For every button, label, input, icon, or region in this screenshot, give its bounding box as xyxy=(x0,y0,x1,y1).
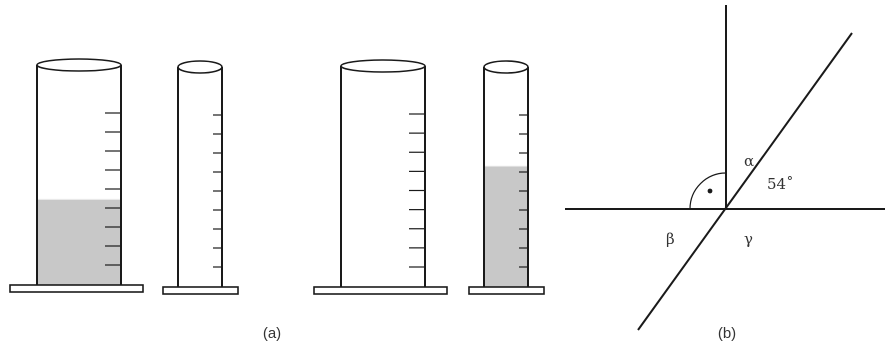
wide-cylinder-1-base xyxy=(9,284,144,293)
angle-54-label: 54˚ xyxy=(767,175,794,193)
wide-cylinder-1-liquid xyxy=(37,199,121,285)
caption-b: (b) xyxy=(718,325,736,342)
graduated-cylinders xyxy=(9,58,545,295)
wide-cylinder-2-base xyxy=(313,286,448,295)
right-angle-arc xyxy=(689,172,727,210)
wide-cylinder-1 xyxy=(9,58,144,293)
narrow-cylinder-1-rim xyxy=(177,60,223,74)
diagonal-line xyxy=(637,32,853,331)
angle-gamma-label: γ xyxy=(744,230,753,248)
angle-beta-label: β xyxy=(666,230,675,248)
narrow-cylinder-2-rim xyxy=(483,60,529,74)
narrow-cylinder-1-base xyxy=(162,286,239,295)
right-angle-dot xyxy=(707,188,713,194)
narrow-cylinder-2 xyxy=(468,60,545,295)
wide-cylinder-2 xyxy=(313,59,448,295)
narrow-cylinder-2-liquid xyxy=(484,166,528,287)
angle-diagram xyxy=(565,5,885,331)
narrow-cylinder-2-base xyxy=(468,286,545,295)
wide-cylinder-1-rim xyxy=(36,58,122,72)
narrow-cylinder-1 xyxy=(162,60,239,295)
angle-alpha-label: α xyxy=(744,152,754,170)
caption-a: (a) xyxy=(263,325,281,342)
wide-cylinder-2-rim xyxy=(340,59,426,73)
